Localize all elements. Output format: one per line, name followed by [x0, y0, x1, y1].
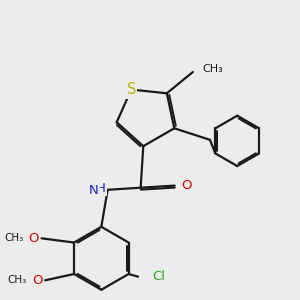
Text: N: N [88, 184, 98, 197]
Text: H: H [96, 182, 106, 195]
Text: CH₃: CH₃ [8, 275, 27, 285]
Text: O: O [28, 232, 39, 245]
Text: CH₃: CH₃ [202, 64, 223, 74]
Text: CH₃: CH₃ [4, 233, 23, 243]
Text: O: O [32, 274, 43, 287]
Text: Cl: Cl [153, 270, 166, 283]
Text: S: S [127, 82, 136, 97]
Text: O: O [181, 179, 191, 192]
